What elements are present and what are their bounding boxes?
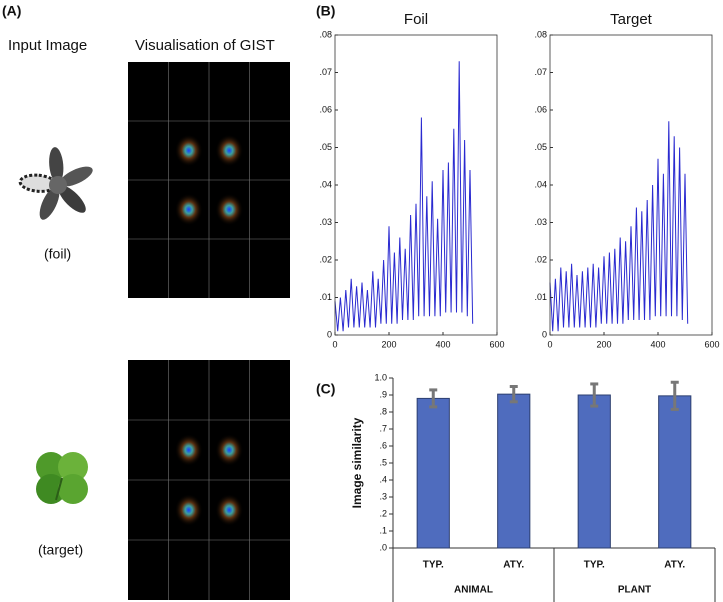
y-tick-label: .01 [534, 292, 547, 302]
bar [658, 395, 692, 549]
y-tick-label: .03 [534, 217, 547, 227]
group-label: PLANT [618, 585, 651, 596]
x-tick-label: ATY. [503, 560, 524, 571]
y-tick-label: .3 [379, 491, 387, 501]
y-tick-label: .08 [534, 29, 547, 39]
group-label: ANIMAL [454, 585, 493, 596]
y-tick-label: .06 [319, 104, 332, 114]
gist-blob [174, 494, 203, 526]
panel-label: (A) [2, 3, 21, 19]
y-tick-label: .02 [534, 254, 547, 264]
x-tick-label: 0 [547, 339, 552, 349]
gist-panels [128, 62, 290, 600]
y-tick-label: 0 [542, 329, 547, 339]
y-tick-label: .01 [319, 292, 332, 302]
spectrum-line [334, 61, 474, 332]
y-tick-label: .04 [534, 179, 547, 189]
y-axis-label: Image similarity [350, 417, 364, 508]
x-tick-label: 200 [381, 339, 396, 349]
gist-blob [215, 494, 244, 526]
y-tick-label: .0 [379, 542, 387, 552]
plot-frame [334, 34, 498, 336]
y-tick-label: .05 [534, 142, 547, 152]
y-tick-label: .2 [379, 508, 387, 518]
y-tick-label: .07 [534, 67, 547, 77]
gist-blob [174, 434, 203, 466]
gist-blob [174, 193, 203, 226]
y-tick-label: .7 [379, 423, 387, 433]
x-tick-label: ATY. [664, 560, 685, 571]
x-tick-label: 600 [704, 339, 719, 349]
y-tick-label: .8 [379, 406, 387, 416]
y-tick-label: .1 [379, 525, 387, 535]
gist-blob [215, 193, 244, 226]
chart-title: Foil [404, 11, 428, 28]
caption: (target) [38, 542, 83, 558]
y-tick-label: .9 [379, 389, 387, 399]
y-tick-label: .06 [534, 104, 547, 114]
y-tick-label: .03 [319, 217, 332, 227]
x-tick-label: 600 [489, 339, 504, 349]
x-tick-label: 400 [435, 339, 450, 349]
chart-title: Target [610, 11, 653, 28]
x-tick-label: TYP. [423, 560, 444, 571]
panel-label: (C) [316, 381, 335, 397]
gist-blob [215, 134, 244, 167]
bar [416, 397, 450, 549]
y-tick-label: .5 [379, 457, 387, 467]
target-image [36, 452, 88, 504]
gist-heading: Visualisation of GIST [135, 37, 275, 54]
x-tick-label: 200 [596, 339, 611, 349]
y-tick-label: .4 [379, 474, 387, 484]
y-tick-label: .02 [319, 254, 332, 264]
bar [497, 393, 531, 549]
foil-image [18, 147, 93, 220]
panel-label: (B) [316, 3, 335, 19]
gist-blob [174, 134, 203, 167]
input-heading: Input Image [8, 37, 87, 54]
gist-blob [215, 434, 244, 466]
y-tick-label: .05 [319, 142, 332, 152]
y-tick-label: .6 [379, 440, 387, 450]
plot-frame [549, 34, 713, 336]
y-tick-label: 1.0 [374, 372, 387, 382]
y-tick-label: .07 [319, 67, 332, 77]
y-tick-label: .04 [319, 179, 332, 189]
caption: (foil) [44, 246, 71, 262]
y-tick-label: 0 [327, 329, 332, 339]
x-tick-label: 0 [332, 339, 337, 349]
x-tick-label: 400 [650, 339, 665, 349]
spectrum-line [549, 121, 689, 332]
bar [577, 394, 611, 549]
y-tick-label: .08 [319, 29, 332, 39]
x-tick-label: TYP. [584, 560, 605, 571]
